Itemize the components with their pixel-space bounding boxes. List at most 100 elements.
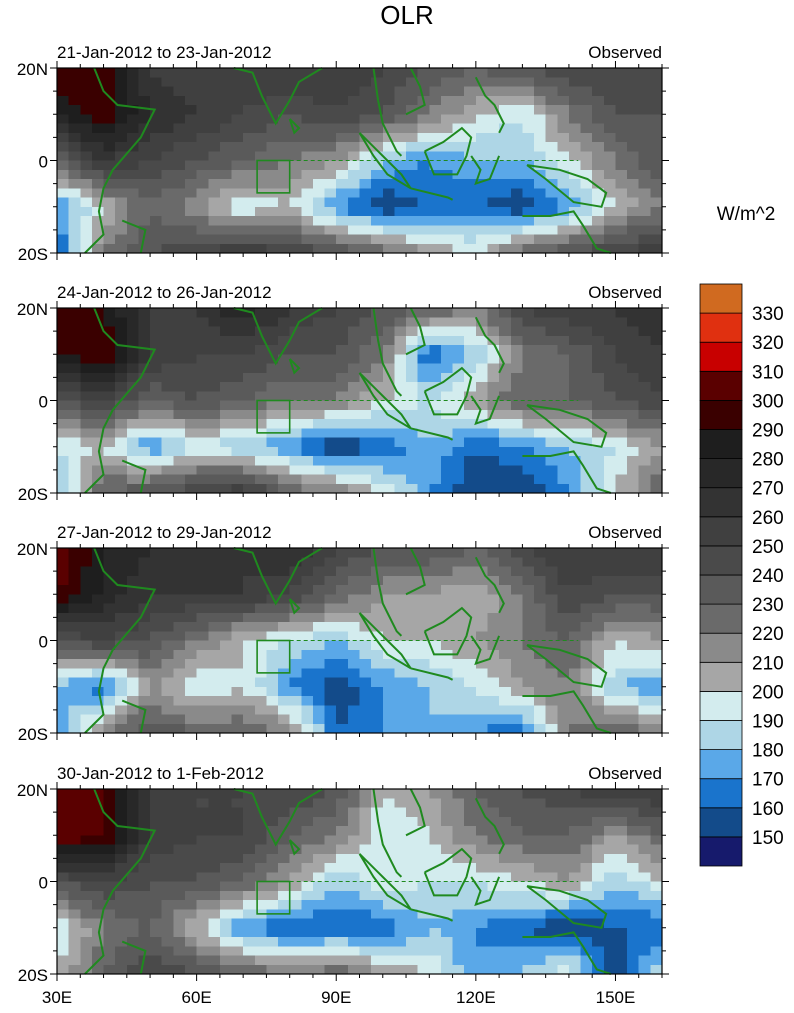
- olr-cell: [126, 946, 139, 957]
- olr-cell: [161, 612, 174, 623]
- olr-cell: [243, 872, 256, 883]
- olr-cell: [103, 705, 116, 716]
- olr-cell: [452, 723, 465, 734]
- olr-cell: [627, 909, 640, 920]
- olr-cell: [266, 566, 279, 577]
- olr-cell: [359, 622, 372, 632]
- olr-cell: [289, 197, 302, 208]
- olr-cell: [254, 603, 267, 614]
- olr-cell: [475, 345, 488, 355]
- olr-cell: [57, 594, 70, 605]
- olr-cell: [103, 789, 116, 799]
- olr-cell: [91, 566, 105, 577]
- olr-cell: [289, 798, 302, 809]
- olr-cell: [278, 881, 291, 892]
- olr-cell: [406, 372, 419, 383]
- olr-cell: [126, 372, 139, 383]
- olr-cell: [208, 132, 221, 143]
- olr-cell: [313, 844, 326, 855]
- olr-cell: [347, 363, 361, 374]
- olr-cell: [103, 206, 116, 217]
- olr-cell: [510, 705, 523, 716]
- olr-cell: [313, 714, 326, 725]
- olr-cell: [80, 225, 93, 236]
- olr-cell: [91, 631, 105, 642]
- olr-cell: [568, 900, 582, 910]
- olr-cell: [545, 714, 558, 725]
- olr-cell: [487, 696, 500, 706]
- olr-cell: [347, 179, 361, 189]
- olr-cell: [126, 363, 139, 374]
- olr-cell: [534, 816, 547, 827]
- olr-cell: [429, 391, 442, 402]
- olr-cell: [150, 363, 163, 374]
- olr-cell: [243, 225, 256, 236]
- olr-cell: [324, 548, 337, 558]
- olr-cell: [464, 622, 477, 632]
- olr-cell: [417, 872, 430, 883]
- olr-cell: [208, 872, 221, 883]
- olr-cell: [103, 151, 116, 162]
- olr-cell: [161, 872, 174, 883]
- olr-cell: [406, 649, 419, 660]
- olr-cell: [347, 409, 361, 420]
- olr-cell: [475, 909, 488, 920]
- olr-cell: [452, 160, 465, 171]
- olr-cell: [57, 160, 70, 171]
- olr-cell: [161, 622, 174, 632]
- olr-cell: [557, 548, 570, 558]
- olr-cell: [522, 890, 535, 901]
- olr-cell: [627, 872, 640, 883]
- olr-cell: [115, 382, 128, 392]
- olr-cell: [382, 631, 395, 642]
- olr-cell: [464, 465, 477, 476]
- olr-cell: [650, 659, 663, 669]
- olr-cell: [231, 789, 244, 799]
- olr-cell: [208, 179, 221, 189]
- olr-cell: [371, 132, 384, 143]
- olr-cell: [429, 659, 442, 669]
- olr-cell: [568, 372, 582, 383]
- olr-cell: [219, 382, 233, 392]
- olr-cell: [545, 326, 558, 337]
- olr-cell: [452, 169, 465, 180]
- olr-cell: [219, 826, 233, 836]
- olr-cell: [173, 927, 186, 938]
- olr-cell: [417, 964, 430, 975]
- olr-cell: [603, 345, 616, 355]
- olr-cell: [196, 188, 209, 199]
- olr-cell: [534, 548, 547, 558]
- olr-cell: [429, 363, 442, 374]
- olr-cell: [545, 77, 558, 88]
- olr-cell: [615, 946, 628, 957]
- olr-cell: [196, 890, 209, 901]
- olr-cell: [173, 881, 186, 892]
- olr-cell: [115, 142, 128, 152]
- olr-cell: [371, 798, 384, 809]
- olr-cell: [603, 234, 616, 245]
- olr-cell: [289, 575, 302, 586]
- olr-cell: [603, 409, 616, 420]
- olr-cell: [68, 354, 81, 365]
- olr-cell: [231, 964, 244, 975]
- olr-cell: [278, 853, 291, 864]
- y-tick-label: 0: [39, 153, 48, 172]
- olr-cell: [80, 160, 93, 171]
- olr-cell: [301, 456, 314, 466]
- olr-cell: [208, 335, 221, 346]
- olr-cell: [452, 705, 465, 716]
- olr-cell: [406, 863, 419, 873]
- olr-cell: [68, 937, 81, 947]
- olr-cell: [487, 844, 500, 855]
- olr-cell: [103, 909, 116, 920]
- olr-cell: [545, 483, 558, 494]
- olr-cell: [336, 853, 349, 864]
- olr-cell: [638, 419, 651, 429]
- olr-cell: [406, 409, 419, 420]
- olr-cell: [57, 612, 70, 623]
- olr-cell: [440, 142, 454, 152]
- olr-cell: [627, 105, 640, 115]
- olr-cell: [347, 594, 361, 605]
- olr-cell: [347, 419, 361, 429]
- olr-cell: [219, 132, 233, 143]
